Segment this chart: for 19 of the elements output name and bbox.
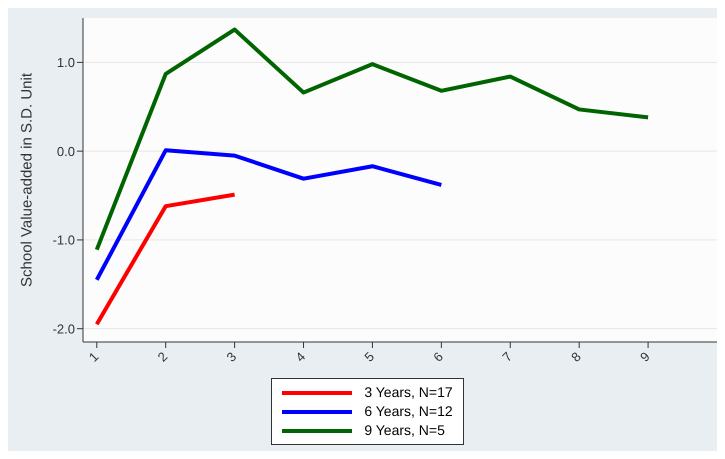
y-tick-label: 0.0 (56, 144, 75, 159)
y-tick-label: -1.0 (52, 232, 75, 248)
legend-label: 6 Years, N=12 (363, 402, 453, 421)
legend-label: 3 Years, N=17 (363, 383, 453, 402)
x-tick-label: 8 (568, 348, 584, 365)
y-tick-label: -2.0 (52, 321, 75, 336)
line-series (94, 148, 444, 282)
x-tick-label: 4 (292, 348, 308, 365)
y-axis-title: School Value-added in S.D. Unit (18, 72, 36, 288)
x-tick-label: 9 (637, 348, 653, 365)
x-tick-label: 1 (86, 348, 102, 365)
x-tick-label: 5 (361, 348, 378, 365)
x-tick-label: 3 (224, 348, 240, 365)
x-tick-label: 6 (430, 348, 446, 365)
line-series (94, 28, 650, 252)
y-tick-label: 1.0 (56, 55, 75, 70)
x-tick-label: 2 (154, 348, 170, 365)
x-tick-label: 7 (499, 348, 515, 365)
legend-label: 9 Years, N=5 (363, 421, 446, 440)
